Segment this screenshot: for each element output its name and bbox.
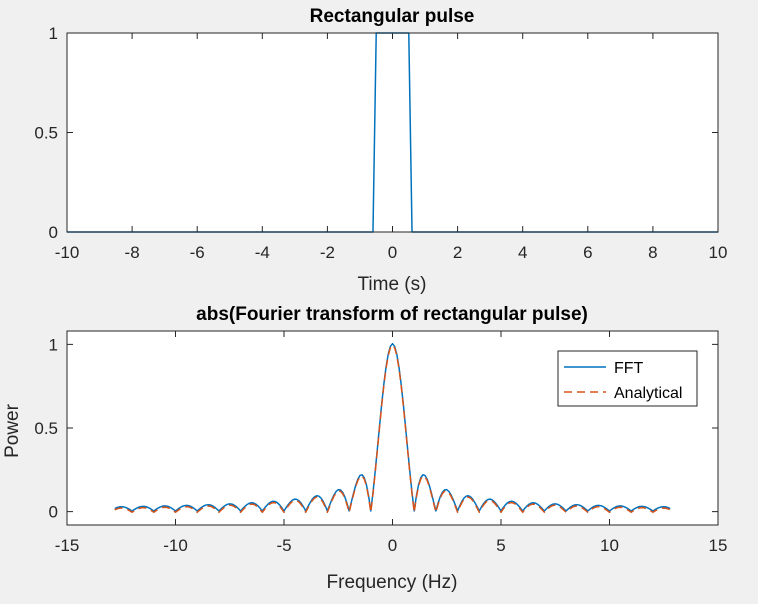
spectrum-xtick-label: -5 [276,536,291,555]
spectrum-xtick-label: -15 [55,536,80,555]
pulse-ticks-group: -10 -8 -6 -4 -2 0 2 4 6 8 10 0 0.5 1 [34,24,727,262]
spectrum-ticks-group: -15 -10 -5 0 5 10 15 0 0.5 1 [34,331,727,555]
pulse-xtick-label: -6 [190,243,205,262]
pulse-axes: Rectangular pulse -10 -8 -6 -4 -2 0 2 4 6 8 10 0 0.5… [34,6,727,295]
spectrum-series-group [114,342,671,514]
pulse-title: Rectangular pulse [310,6,475,27]
spectrum-title: abs(Fourier transform of rectangular pul… [196,304,588,325]
pulse-xtick-label: -10 [55,243,80,262]
legend-analytical-label: Analytical [614,385,682,402]
pulse-xtick-label: -8 [125,243,140,262]
spectrum-y-axis-label: Power [2,403,23,458]
legend-fft-label: FFT [614,360,644,377]
pulse-xtick-label: 8 [648,243,657,262]
spectrum-xtick-label: 15 [709,536,728,555]
pulse-xtick-label: -4 [255,243,270,262]
spectrum-ytick-label: 1 [49,335,58,354]
pulse-xtick-label: 4 [518,243,527,262]
spectrum-x-axis-label: Frequency (Hz) [327,572,458,593]
pulse-x-axis-label: Time (s) [358,274,427,295]
spectrum-axes: abs(Fourier transform of rectangular pul… [2,304,727,593]
pulse-xtick-label: 2 [453,243,462,262]
spectrum-xtick-label: 10 [600,536,619,555]
spectrum-axes-box [66,330,719,526]
pulse-ytick-label: 0 [49,223,58,242]
pulse-ytick-label: 0.5 [34,124,58,143]
pulse-plot-area [67,33,718,232]
pulse-xtick-label: 10 [709,243,728,262]
spectrum-xtick-label: 5 [496,536,505,555]
spectrum-ytick-label: 0 [49,503,58,522]
pulse-axes-box [66,32,719,233]
legend: FFT Analytical [557,350,698,407]
spectrum-xtick-label: 0 [388,536,397,555]
legend-box [557,350,698,407]
spectrum-series-line-fft [114,342,671,512]
spectrum-xtick-label: -10 [163,536,188,555]
pulse-xtick-label: 6 [583,243,592,262]
pulse-xtick-label: -2 [320,243,335,262]
pulse-xtick-label: 0 [388,243,397,262]
pulse-ytick-label: 1 [49,24,58,43]
spectrum-ytick-label: 0.5 [34,419,58,438]
